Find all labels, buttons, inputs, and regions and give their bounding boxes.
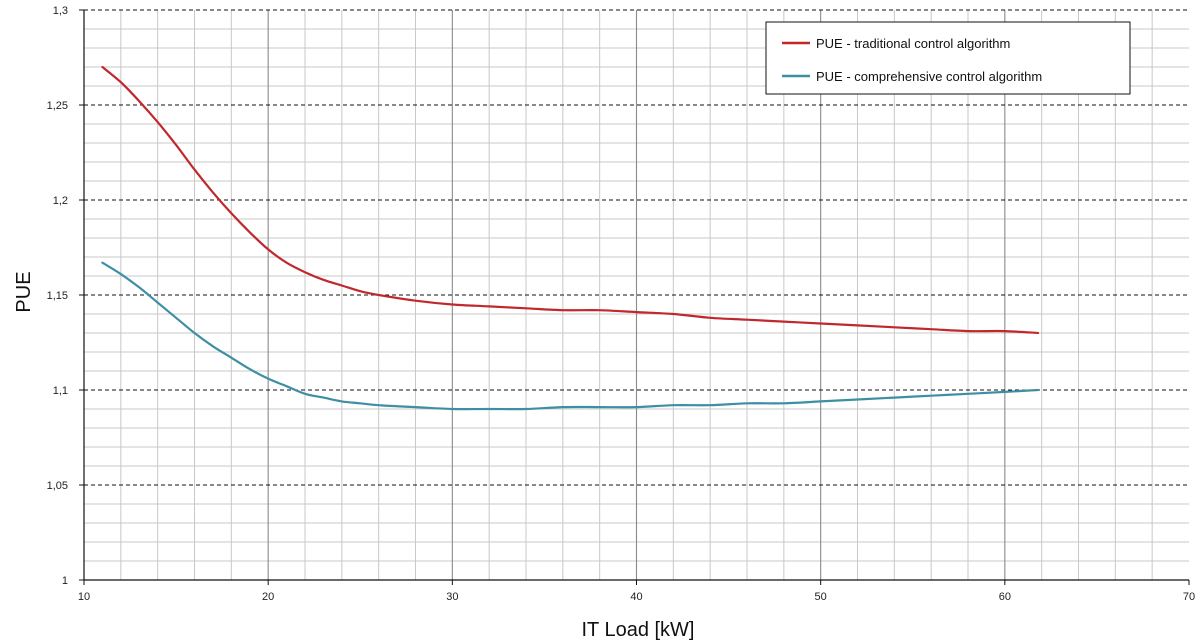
y-tick-label: 1,2 xyxy=(53,195,68,207)
x-tick-label: 40 xyxy=(630,591,642,603)
traditional-pue-line xyxy=(101,65,1040,335)
y-axis-title: PUE xyxy=(13,271,35,312)
y-tick-label: 1,25 xyxy=(47,100,68,112)
y-tick-label: 1,15 xyxy=(47,290,68,302)
x-tick-label: 60 xyxy=(999,591,1011,603)
y-tick-label: 1,1 xyxy=(53,385,68,397)
x-tick-label: 70 xyxy=(1183,591,1195,603)
y-tick-label: 1,3 xyxy=(53,5,68,17)
grid-layer xyxy=(84,9,1189,580)
legend-label: PUE - traditional control algorithm xyxy=(816,36,1010,51)
axes-layer: 10 20 30 40 50 60 70 1 1,05 1,1 1,15 1,2 1,25 1,3 xyxy=(47,5,1196,603)
y-tick-label: 1,05 xyxy=(47,480,68,492)
series-layer xyxy=(101,65,1040,411)
legend-box xyxy=(765,21,1131,95)
x-tick-label: 20 xyxy=(262,591,274,603)
legend-label: PUE - comprehensive control algorithm xyxy=(816,69,1042,84)
legend: PUE - traditional control algorithm PUE -… xyxy=(765,21,1131,95)
x-tick-label: 10 xyxy=(78,591,90,603)
comprehensive-pue-line xyxy=(101,261,1040,411)
x-tick-label: 50 xyxy=(815,591,827,603)
x-axis-title: IT Load [kW] xyxy=(581,619,694,641)
x-tick-label: 30 xyxy=(446,591,458,603)
y-tick-label: 1 xyxy=(62,575,68,587)
